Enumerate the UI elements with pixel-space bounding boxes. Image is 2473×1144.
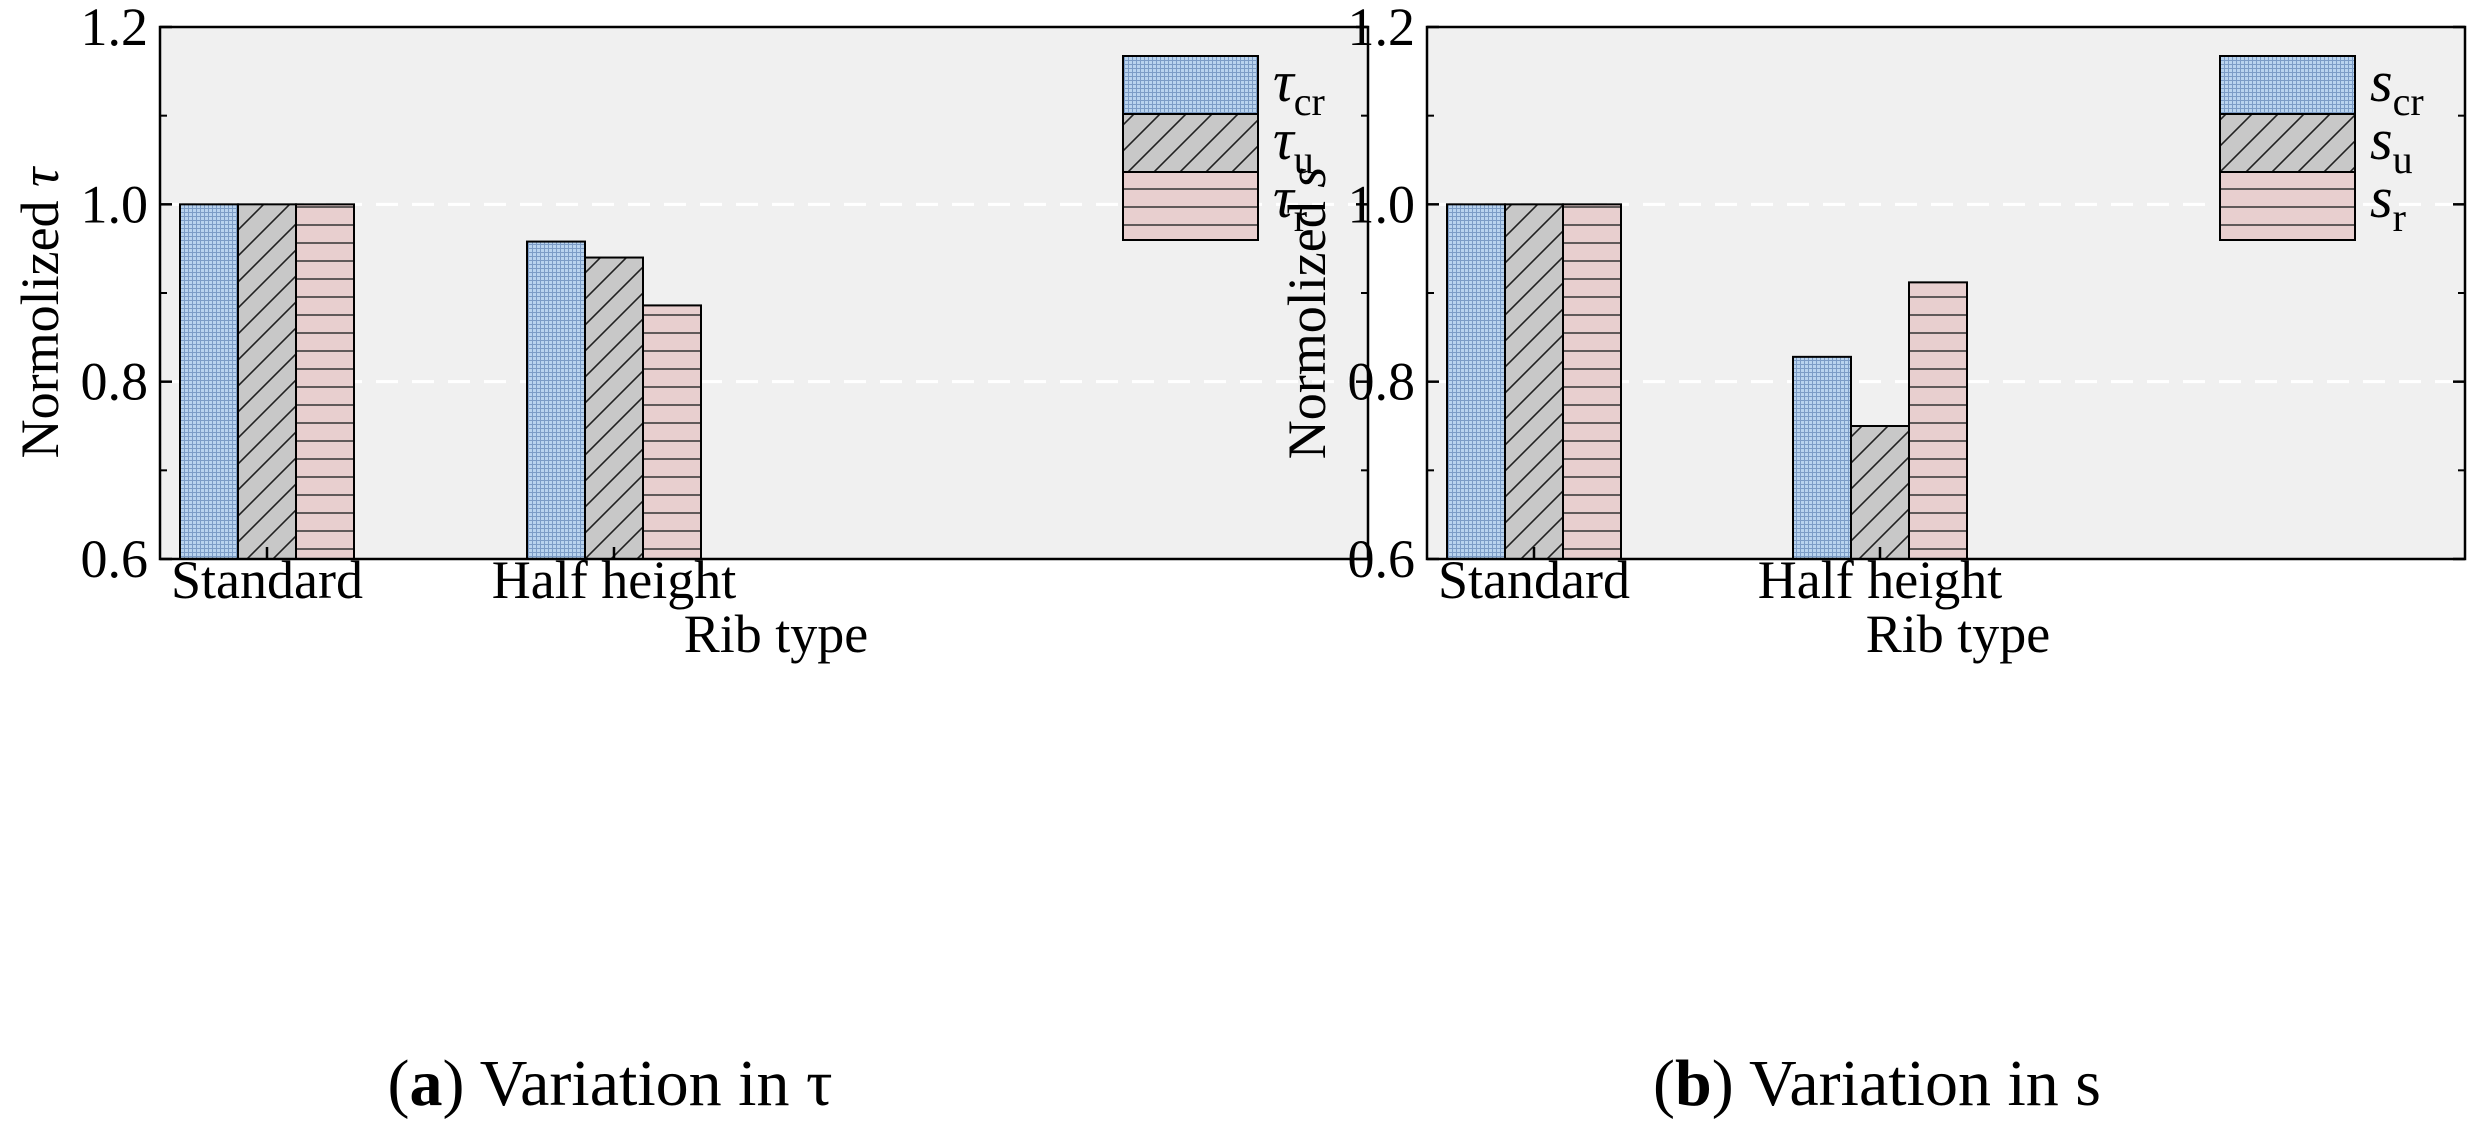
y-axis-title-prefix: Normolized bbox=[10, 187, 70, 458]
y-axis-title: Normolized s bbox=[1277, 167, 1337, 459]
y-axis-title-symbol: τ bbox=[10, 166, 70, 187]
legend-label-sub: cr bbox=[2393, 79, 2424, 124]
legend-swatch-u bbox=[2219, 113, 2356, 183]
y-axis-title-symbol: s bbox=[1277, 167, 1337, 188]
bar-cr-standard bbox=[1446, 203, 1506, 560]
legend-label-r: τr bbox=[1273, 165, 1307, 240]
caption-paren-open: ( bbox=[1653, 1047, 1675, 1120]
bar-cr-half-height bbox=[526, 240, 586, 560]
x-category-label: Half height bbox=[492, 550, 736, 610]
caption-paren-open: ( bbox=[387, 1047, 409, 1120]
legend-label-base: τ bbox=[1273, 165, 1296, 230]
legend-label-base: s bbox=[2370, 107, 2393, 172]
bar-cr-half-height bbox=[1792, 355, 1852, 560]
caption-paren-close: ) bbox=[442, 1047, 479, 1120]
legend-label-cr: τcr bbox=[1273, 49, 1325, 124]
bar-r-standard bbox=[295, 203, 355, 560]
legend-swatch-u bbox=[1122, 113, 1259, 183]
y-tick-label: 1.2 bbox=[1348, 0, 1416, 57]
bar-cr-standard bbox=[179, 203, 239, 560]
y-tick-label: 0.8 bbox=[81, 352, 149, 412]
panel-caption: (b) Variation in s bbox=[1653, 1047, 2101, 1120]
bar-u-half-height bbox=[1850, 425, 1910, 560]
caption-paren-close: ) bbox=[1712, 1047, 1749, 1120]
y-tick-label: 1.0 bbox=[1348, 174, 1416, 234]
x-category-label: Standard bbox=[171, 550, 363, 610]
legend-label-cr: scr bbox=[2370, 49, 2424, 124]
y-tick-label: 0.8 bbox=[1348, 352, 1416, 412]
caption-text: Variation in s bbox=[1749, 1047, 2101, 1120]
legend-swatch-r bbox=[2219, 171, 2356, 241]
x-category-label: Half height bbox=[1758, 550, 2002, 610]
caption-text: Variation in τ bbox=[480, 1047, 833, 1120]
x-category-label: Standard bbox=[1438, 550, 1630, 610]
legend-label-base: τ bbox=[1273, 107, 1296, 172]
legend-swatch-cr bbox=[2219, 55, 2356, 125]
legend-swatch-cr bbox=[1122, 55, 1259, 125]
legend-label-sub: u bbox=[1294, 137, 1314, 182]
caption-letter: b bbox=[1675, 1047, 1712, 1120]
legend-label-sub: u bbox=[2393, 137, 2413, 182]
legend-label-sub: cr bbox=[1294, 79, 1325, 124]
caption-letter: a bbox=[409, 1047, 442, 1120]
legend-label-base: s bbox=[2370, 165, 2393, 230]
legend-label-u: su bbox=[2370, 107, 2413, 182]
panel-caption: (a) Variation in τ bbox=[387, 1047, 832, 1120]
x-axis-title: Rib type bbox=[1866, 604, 2051, 664]
legend-label-base: s bbox=[2370, 49, 2393, 114]
y-tick-label: 1.0 bbox=[81, 174, 149, 234]
y-axis-title: Normolized τ bbox=[10, 166, 70, 458]
y-axis-title-prefix: Normolized bbox=[1277, 188, 1337, 459]
legend-label-base: τ bbox=[1273, 49, 1296, 114]
legend-label-sub: r bbox=[2393, 195, 2406, 240]
y-tick-label: 1.2 bbox=[81, 0, 149, 57]
y-tick-label: 0.6 bbox=[81, 529, 149, 589]
x-axis-title: Rib type bbox=[684, 604, 869, 664]
legend-label-sub: r bbox=[1294, 195, 1307, 240]
legend-label-r: sr bbox=[2370, 165, 2406, 240]
y-tick-label: 0.6 bbox=[1348, 529, 1416, 589]
bar-u-standard bbox=[1504, 203, 1564, 560]
legend-label-u: τu bbox=[1273, 107, 1314, 182]
bar-u-half-height bbox=[584, 256, 644, 560]
bar-r-standard bbox=[1562, 203, 1622, 560]
bar-r-half-height bbox=[642, 304, 702, 560]
bar-r-half-height bbox=[1908, 281, 1968, 560]
bar-u-standard bbox=[237, 203, 297, 560]
legend-swatch-r bbox=[1122, 171, 1259, 241]
